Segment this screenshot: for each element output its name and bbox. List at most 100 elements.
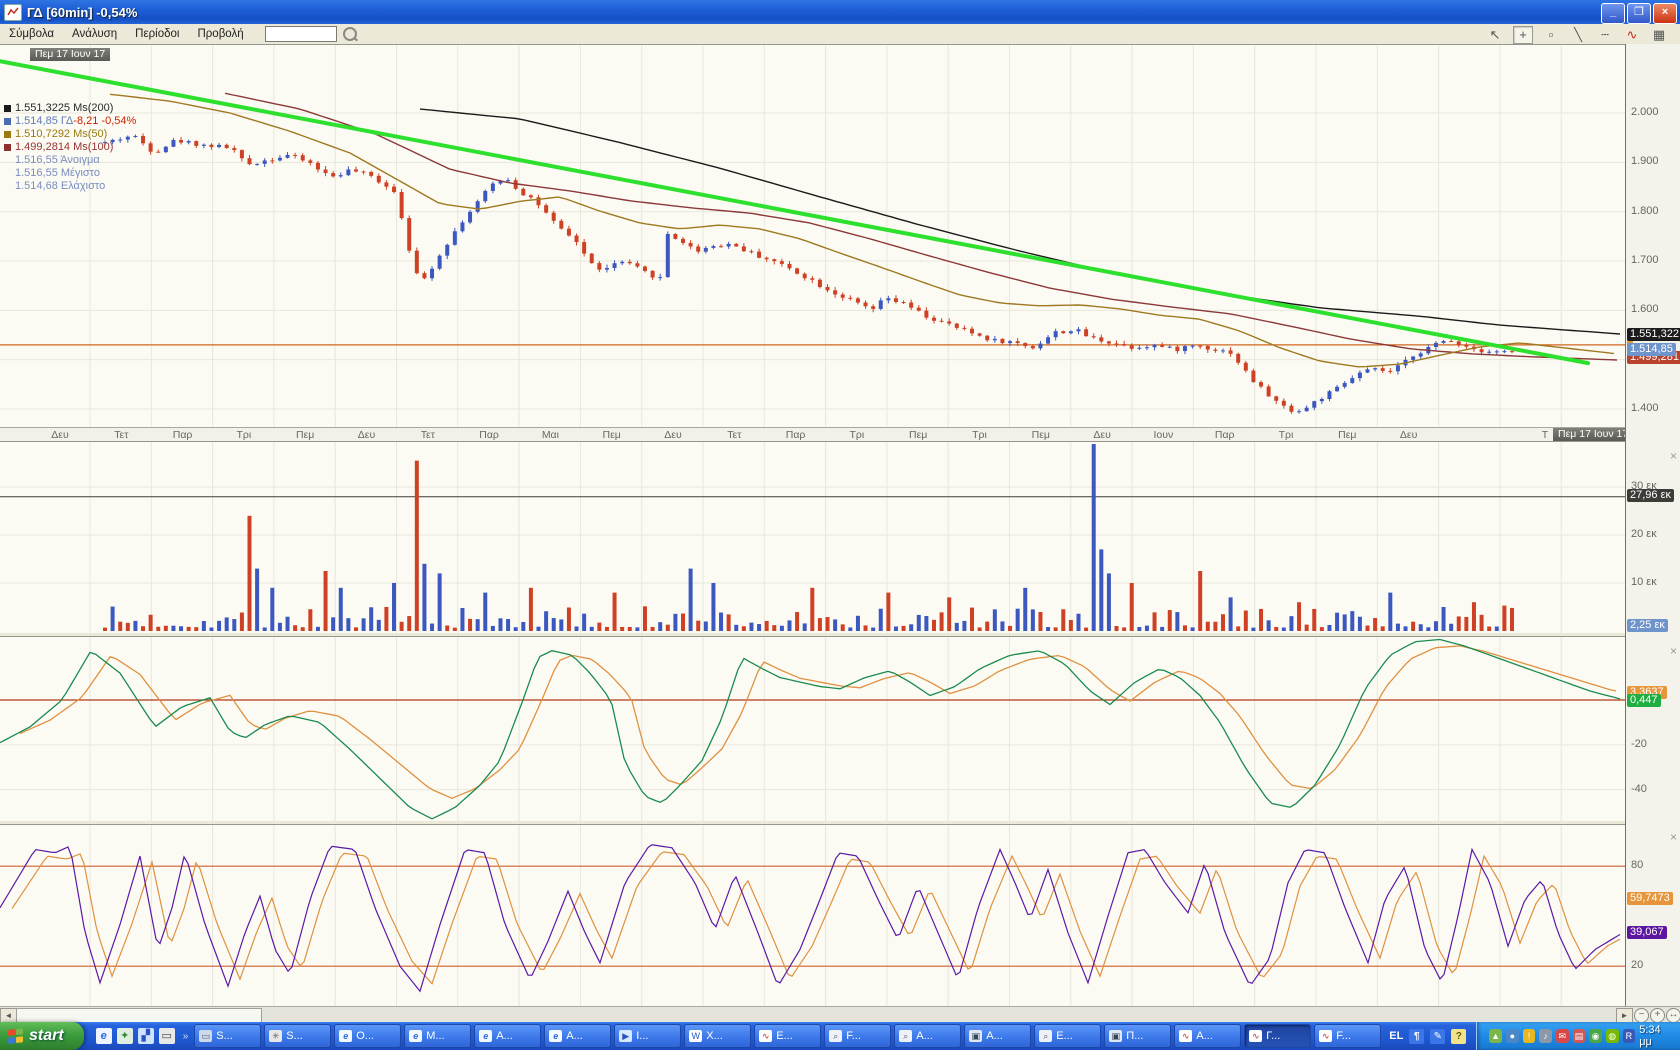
menu-periods[interactable]: Περίοδοι xyxy=(135,28,180,40)
taskbar-button[interactable]: ▣ A... xyxy=(964,1024,1032,1048)
candlestick-chart[interactable] xyxy=(0,45,1625,428)
help-icon[interactable]: ? xyxy=(1451,1028,1467,1044)
desktop-icon[interactable]: ▭ xyxy=(158,1028,175,1044)
panel-close-icon[interactable]: × xyxy=(1669,449,1677,463)
oscillator-chart[interactable] xyxy=(0,637,1625,821)
legend-text: 1.499,2814 Ms(100) xyxy=(15,141,114,153)
taskbar-button[interactable]: ∿ Γ... xyxy=(1244,1024,1312,1048)
volume-panel[interactable] xyxy=(0,441,1625,633)
axis-tick-label: 30 εκ xyxy=(1631,480,1657,492)
legend-text: 1.516,55 Μέγιστο xyxy=(15,167,100,179)
legend-row: 1.514,85 ΓΔ -8,21 -0,54% xyxy=(4,115,136,128)
mail-icon[interactable]: ✉ xyxy=(1555,1029,1569,1043)
app-chart-icon xyxy=(4,3,22,21)
taskbar-button[interactable]: e M... xyxy=(404,1024,472,1048)
legend-swatch xyxy=(4,105,11,112)
axis-tick-label: 20 εκ xyxy=(1631,528,1657,540)
taskbar-button[interactable]: ✳ S... xyxy=(264,1024,332,1048)
price-chart-panel[interactable]: Πεμ 17 Ιουν 17 1.551,3225 Ms(200) 1.514,8… xyxy=(0,44,1625,428)
messenger-icon[interactable]: ▞ xyxy=(137,1028,154,1044)
legend-row: 1.551,3225 Ms(200) xyxy=(4,102,136,115)
taskbar-button-label: E... xyxy=(776,1030,793,1042)
taskbar-button[interactable]: ▣ Π... xyxy=(1104,1024,1172,1048)
axis-tick-label: 1.400 xyxy=(1631,401,1659,414)
task-buttons: ▭ S... ✳ S... e O... e M... e A... e A... ▶ I... W X...… xyxy=(194,1024,1382,1048)
word-icon: W xyxy=(689,1030,703,1042)
update-icon[interactable]: ✦ xyxy=(116,1028,133,1044)
usb-icon[interactable]: ▲ xyxy=(1489,1029,1502,1043)
search-icon: ⌕ xyxy=(899,1030,913,1042)
chevron-icon[interactable]: » xyxy=(182,1030,189,1042)
speaker-icon[interactable]: ♪ xyxy=(1539,1029,1552,1043)
user-icon[interactable]: ● xyxy=(1505,1029,1519,1043)
menu-view[interactable]: Προβολή xyxy=(197,28,244,40)
alert-shield-icon[interactable]: ! xyxy=(1522,1029,1536,1043)
taskbar-button[interactable]: ⌕ E... xyxy=(1034,1024,1102,1048)
player-icon[interactable]: ◉ xyxy=(1589,1029,1602,1043)
taskbar-button[interactable]: ∿ A... xyxy=(1174,1024,1242,1048)
taskbar-button[interactable]: e A... xyxy=(474,1024,542,1048)
legend-text: 1.510,7292 Ms(50) xyxy=(15,128,108,140)
x-axis-label: Δευ xyxy=(1093,429,1111,441)
scroll-right-button[interactable]: ► xyxy=(1616,1008,1633,1024)
save-tool-icon[interactable]: ▦ xyxy=(1652,27,1666,42)
region-tool-icon[interactable]: ▫ xyxy=(1548,27,1554,42)
zoom-fit-button[interactable]: ↔ xyxy=(1666,1008,1680,1023)
taskbar-button-label: A... xyxy=(916,1030,933,1042)
trendline-tool-icon[interactable]: ╲ xyxy=(1574,27,1582,42)
taskbar-button[interactable]: ∿ E... xyxy=(754,1024,822,1048)
dotted-line-tool-icon[interactable]: ┄ xyxy=(1601,27,1609,42)
taskbar-button-label: A... xyxy=(496,1030,513,1042)
system-tray: ▲ ●! ♪ ✉ ▤ ◉ ◍ R 5:34 μμ xyxy=(1476,1022,1680,1050)
graphics-icon[interactable]: ◍ xyxy=(1605,1029,1619,1043)
x-axis-label: Πεμ xyxy=(296,429,315,441)
start-button[interactable]: start xyxy=(0,1022,84,1050)
axis-tick-label: 20 xyxy=(1631,959,1644,972)
mic-icon[interactable]: ¶ xyxy=(1409,1028,1425,1044)
oscillator-panel[interactable] xyxy=(0,636,1625,821)
taskbar-button[interactable]: e A... xyxy=(544,1024,612,1048)
chart-tool-icon[interactable]: ∿ xyxy=(1626,27,1638,42)
taskbar-button[interactable]: e O... xyxy=(334,1024,402,1048)
panel-close-icon[interactable]: × xyxy=(1669,830,1677,844)
taskbar-button[interactable]: ⌕ A... xyxy=(894,1024,962,1048)
crosshair-tool-icon[interactable]: + xyxy=(1513,26,1533,44)
search-icon[interactable] xyxy=(342,27,357,41)
legend-row: 1.510,7292 Ms(50) xyxy=(4,128,136,141)
panel-close-icon[interactable]: × xyxy=(1669,644,1677,658)
restore-button[interactable]: ❐ xyxy=(1627,3,1651,24)
stochastic-panel[interactable] xyxy=(0,824,1625,1007)
taskbar-button[interactable]: ⌕ F... xyxy=(824,1024,892,1048)
close-button[interactable]: × xyxy=(1653,3,1677,24)
ie-icon: e xyxy=(479,1030,493,1042)
antivirus-icon[interactable]: R xyxy=(1622,1029,1636,1043)
zoom-in-button[interactable]: + xyxy=(1650,1008,1665,1023)
window-title: ΓΔ [60min] -0,54% xyxy=(27,4,138,20)
x-axis-label: Πεμ xyxy=(1031,429,1050,441)
pen-icon[interactable]: ✎ xyxy=(1430,1028,1446,1044)
menu-analysis[interactable]: Ανάλυση xyxy=(72,28,118,40)
zoom-out-button[interactable]: − xyxy=(1634,1008,1649,1023)
minimize-button[interactable]: _ xyxy=(1601,3,1625,24)
language-indicator[interactable]: EL xyxy=(1389,1030,1404,1042)
taskbar-button[interactable]: ▭ S... xyxy=(194,1024,262,1048)
value-box: 39,067 xyxy=(1627,925,1667,939)
taskbar-button[interactable]: ▶ I... xyxy=(614,1024,682,1048)
taskbar-button[interactable]: ∿ F... xyxy=(1314,1024,1382,1048)
pointer-tool-icon[interactable]: ↖ xyxy=(1489,27,1501,42)
axis-tick-label: -40 xyxy=(1631,782,1647,795)
notes-icon[interactable]: ▤ xyxy=(1572,1029,1586,1043)
x-axis-label: Τετ xyxy=(420,429,435,441)
x-axis-label: Τρι xyxy=(1278,429,1294,441)
taskbar-clock: 5:34 μμ xyxy=(1639,1024,1661,1048)
legend-text: 1.516,55 Άνοιγμα xyxy=(15,154,100,166)
ie-icon[interactable]: e xyxy=(95,1028,112,1044)
search-icon: ⌕ xyxy=(1039,1030,1053,1042)
symbol-search-input[interactable] xyxy=(264,26,337,42)
legend-row: 1.516,55 Άνοιγμα xyxy=(4,154,136,167)
stochastic-chart[interactable] xyxy=(0,825,1625,1007)
menu-symbols[interactable]: Σύμβολα xyxy=(9,28,55,40)
volume-chart[interactable] xyxy=(0,442,1625,633)
taskbar-button[interactable]: W X... xyxy=(684,1024,752,1048)
x-axis-label: Παρ xyxy=(1214,429,1235,441)
